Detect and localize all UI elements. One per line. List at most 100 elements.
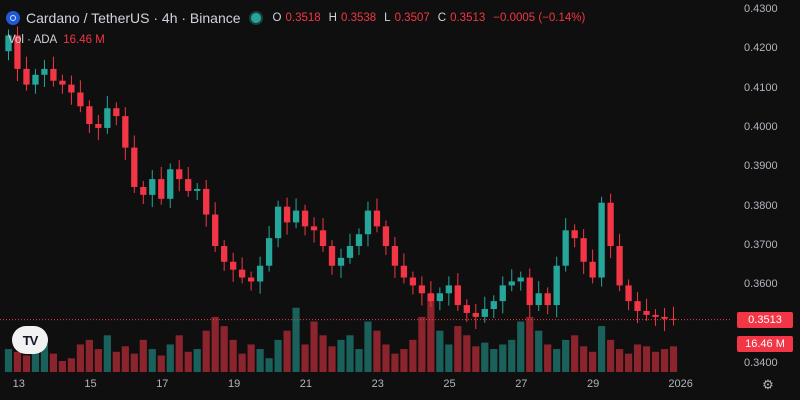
candle-body xyxy=(5,35,12,52)
candle-body xyxy=(616,246,623,286)
volume-bar xyxy=(328,346,336,372)
y-tick-label: 0.4200 xyxy=(744,42,778,55)
candle-body xyxy=(140,186,147,195)
volume-bar xyxy=(283,330,291,372)
volume-bar xyxy=(337,339,345,372)
candle-body xyxy=(481,309,488,317)
volume-tag: 16.46 M xyxy=(737,336,793,352)
candle-body xyxy=(535,293,542,306)
candle-body xyxy=(463,305,470,313)
y-tick-label: 0.3600 xyxy=(744,278,778,291)
candle-body xyxy=(598,202,605,278)
y-tick-label: 0.3900 xyxy=(744,160,778,173)
candle-body xyxy=(274,206,282,239)
volume-bar xyxy=(508,339,516,372)
volume-bar xyxy=(481,342,489,372)
volume-bar xyxy=(499,344,507,372)
x-tick-label: 19 xyxy=(228,378,241,390)
candle-body xyxy=(185,179,192,191)
volume-bar xyxy=(139,339,147,372)
candle-body xyxy=(95,124,102,128)
candle-body xyxy=(445,285,452,294)
candle-body xyxy=(580,238,587,262)
volume-bar xyxy=(256,349,264,372)
volume-bar xyxy=(436,330,444,372)
volume-bar xyxy=(229,339,237,372)
low-label: L xyxy=(384,12,391,24)
volume-bar xyxy=(669,346,678,372)
volume-bar xyxy=(373,330,381,372)
candle-body xyxy=(122,116,129,148)
x-tick-label: 23 xyxy=(371,378,384,390)
candle-body xyxy=(319,230,327,247)
candle-body xyxy=(265,238,273,266)
candle-body xyxy=(544,293,551,306)
symbol-title[interactable]: Cardano / TetherUS · 4h · Binance xyxy=(26,10,241,26)
gear-icon[interactable]: ⚙ xyxy=(762,377,774,392)
candle-body xyxy=(382,226,390,247)
candle-body xyxy=(499,285,506,302)
x-tick-label: 21 xyxy=(299,378,313,390)
market-open-dot-icon xyxy=(250,13,261,23)
y-tick-label: 0.4100 xyxy=(744,81,778,94)
candle-body xyxy=(661,316,668,319)
volume-bar xyxy=(76,344,84,372)
open-value: 0.3518 xyxy=(285,12,321,24)
candle-body xyxy=(59,80,66,85)
volume-bar xyxy=(202,330,210,372)
volume-bar xyxy=(642,346,651,372)
candle-body xyxy=(212,214,219,247)
open-label: O xyxy=(272,12,282,24)
volume-bar xyxy=(265,358,273,372)
volume-bar xyxy=(580,346,588,372)
volume-bar xyxy=(49,353,58,372)
volume-bar xyxy=(615,349,624,372)
volume-label[interactable]: Vol · ADA xyxy=(8,34,58,46)
candle-body xyxy=(23,68,30,85)
candle-body xyxy=(634,301,641,311)
volume-bar xyxy=(211,316,219,372)
candle-body xyxy=(670,318,677,320)
y-tick-label: 0.3400 xyxy=(744,357,778,370)
volume-bar xyxy=(148,349,156,372)
candle-body xyxy=(230,261,237,270)
candle-body xyxy=(418,285,426,294)
candle-body xyxy=(625,285,632,302)
y-tick-label: 0.3700 xyxy=(744,239,778,252)
candle-body xyxy=(607,202,614,247)
ada-coin-icon xyxy=(6,11,20,25)
x-tick-label: 15 xyxy=(84,378,97,390)
candle-body xyxy=(355,234,363,247)
volume-bar xyxy=(85,339,93,372)
candle-body xyxy=(239,269,246,278)
candle-body xyxy=(364,210,372,235)
x-tick-label: 29 xyxy=(587,378,600,390)
volume-value: 16.46 M xyxy=(63,34,105,46)
candle-body xyxy=(14,35,21,69)
candle-body xyxy=(328,246,336,266)
x-tick-label: 13 xyxy=(12,378,25,390)
volume-bar xyxy=(607,339,615,372)
volume-bar xyxy=(121,346,129,372)
candle-body xyxy=(292,210,300,223)
candle-body xyxy=(346,246,354,258)
volume-bar xyxy=(4,349,13,372)
volume-bar xyxy=(660,349,669,372)
candle-body xyxy=(283,206,291,223)
low-value: 0.3507 xyxy=(394,12,430,24)
candle-body xyxy=(158,179,165,199)
tradingview-logo[interactable]: TV xyxy=(12,326,48,354)
volume-bar xyxy=(598,326,606,372)
volume-bar xyxy=(301,344,309,372)
volume-bar xyxy=(166,344,174,372)
volume-bar xyxy=(409,339,417,372)
candle-body xyxy=(167,169,174,199)
candle-body xyxy=(490,301,497,310)
volume-bar xyxy=(40,344,49,372)
candle-body xyxy=(194,188,201,191)
volume-bar xyxy=(157,355,165,372)
candles xyxy=(5,26,677,332)
candle-body xyxy=(247,277,255,282)
candle-body xyxy=(221,246,228,262)
